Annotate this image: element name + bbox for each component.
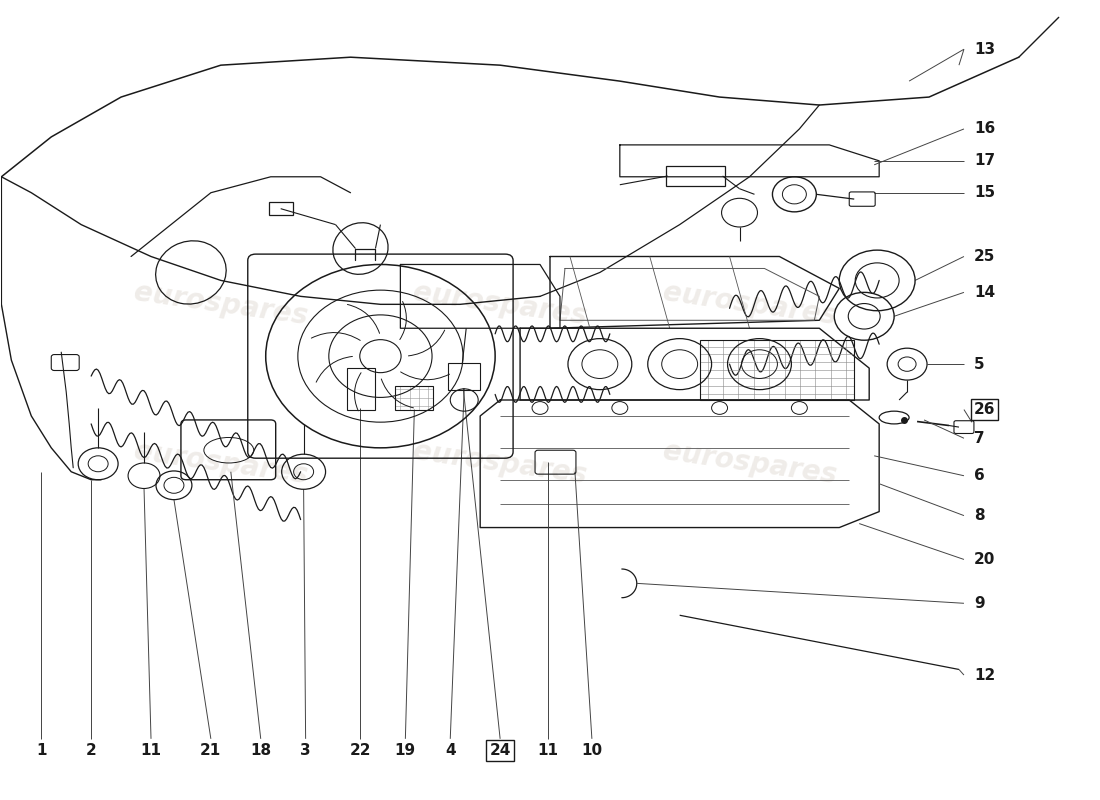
Text: 5: 5 [974,357,984,372]
Text: eurospares: eurospares [661,438,838,490]
Text: eurospares: eurospares [132,438,310,490]
Text: 19: 19 [395,743,416,758]
Text: 15: 15 [974,186,996,200]
Text: 11: 11 [141,743,162,758]
Text: 17: 17 [974,154,996,168]
Text: 4: 4 [444,743,455,758]
Text: 26: 26 [974,402,996,417]
Text: 24: 24 [490,743,510,758]
Text: 7: 7 [974,430,984,446]
Text: 11: 11 [538,743,559,758]
Text: eurospares: eurospares [411,438,588,490]
Text: 6: 6 [974,468,984,483]
Text: 21: 21 [200,743,221,758]
Text: 20: 20 [974,552,996,567]
Text: 1: 1 [36,743,46,758]
Text: eurospares: eurospares [411,278,588,330]
Text: 18: 18 [250,743,272,758]
Text: 14: 14 [974,285,996,300]
Text: 2: 2 [86,743,97,758]
Text: 3: 3 [300,743,311,758]
Text: 13: 13 [974,42,996,57]
Text: 25: 25 [974,249,996,264]
Text: 10: 10 [581,743,603,758]
Text: eurospares: eurospares [132,278,310,330]
Text: eurospares: eurospares [661,278,838,330]
Text: 22: 22 [350,743,371,758]
Text: 8: 8 [974,508,984,523]
Text: 9: 9 [974,596,984,610]
Text: 16: 16 [974,122,996,137]
Text: 12: 12 [974,667,996,682]
